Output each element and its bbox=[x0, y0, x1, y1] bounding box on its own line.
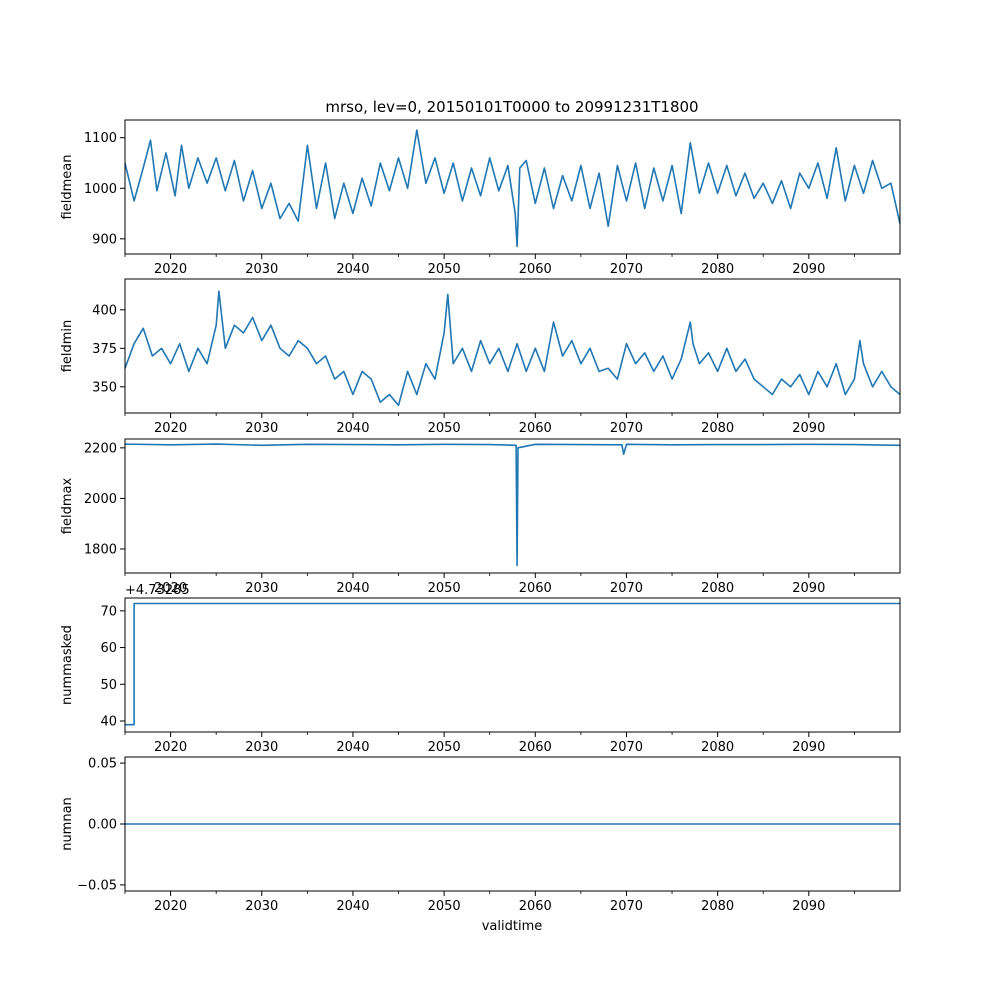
x-tick-label: 2080 bbox=[701, 421, 734, 436]
x-tick-label: 2090 bbox=[792, 262, 825, 277]
x-tick-label: 2040 bbox=[336, 581, 369, 596]
x-tick-label: 2090 bbox=[792, 740, 825, 755]
x-tick-label: 2070 bbox=[610, 581, 643, 596]
y-tick-label: 0.00 bbox=[88, 818, 117, 833]
y-tick-label: 375 bbox=[92, 342, 117, 357]
x-tick-label: 2090 bbox=[792, 899, 825, 914]
axes-frame-fieldmin bbox=[124, 278, 901, 414]
x-tick-label: 2050 bbox=[428, 262, 461, 277]
y-tick-label: −0.05 bbox=[77, 878, 117, 893]
x-tick-label: 2020 bbox=[154, 899, 187, 914]
y-axis-label-fieldmax: fieldmax bbox=[60, 478, 75, 535]
series-line-nummasked bbox=[125, 602, 900, 726]
axes-frame-fieldmean bbox=[124, 119, 901, 255]
x-tick-label: 2070 bbox=[610, 740, 643, 755]
y-axis-label-numnan: numnan bbox=[60, 797, 75, 851]
subplot-fieldmax: 2020 2030 2040 2050 2060 2070 2080 2090 1800 2000… bbox=[60, 438, 901, 596]
y-tick-label: 70 bbox=[100, 604, 117, 619]
x-tick-label: 2030 bbox=[245, 421, 278, 436]
y-tick-label: 60 bbox=[100, 641, 117, 656]
x-tick-label: 2070 bbox=[610, 421, 643, 436]
subplot-fieldmin: 2020 2030 2040 2050 2060 2070 2080 2090 350 375 40… bbox=[60, 278, 901, 436]
x-tick-label: 2060 bbox=[519, 421, 552, 436]
x-tick-label: 2040 bbox=[336, 740, 369, 755]
series-line-fieldmin bbox=[124, 290, 901, 407]
axes-frame-fieldmax bbox=[124, 438, 901, 574]
y-axis-label-nummasked: nummasked bbox=[60, 625, 75, 705]
y-tick-label: 40 bbox=[100, 714, 117, 729]
y-tick-label: 350 bbox=[92, 380, 117, 395]
series-line-fieldmax bbox=[124, 443, 901, 567]
subplot-fieldmean: 2020 2030 2040 2050 2060 2070 2080 2090 900 1000 1… bbox=[60, 119, 901, 277]
y-tick-label: 50 bbox=[100, 678, 117, 693]
x-tick-label: 2090 bbox=[792, 421, 825, 436]
x-tick-label: 2030 bbox=[245, 740, 278, 755]
x-tick-label: 2020 bbox=[154, 740, 187, 755]
x-tick-label: 2050 bbox=[428, 421, 461, 436]
x-tick-label: 2050 bbox=[428, 899, 461, 914]
x-tick-label: 2020 bbox=[154, 262, 187, 277]
x-axis-label: validtime bbox=[482, 919, 543, 934]
x-tick-label: 2090 bbox=[792, 581, 825, 596]
y-tick-label: 400 bbox=[92, 303, 117, 318]
x-tick-label: 2060 bbox=[519, 899, 552, 914]
x-tick-label: 2030 bbox=[245, 581, 278, 596]
x-tick-label: 2080 bbox=[701, 899, 734, 914]
x-tick-label: 2060 bbox=[519, 581, 552, 596]
subplot-numnan: 2020 2030 2040 2050 2060 2070 2080 2090 −0.05 0.0… bbox=[60, 756, 901, 914]
y-tick-label: 1000 bbox=[84, 182, 117, 197]
x-tick-label: 2050 bbox=[428, 581, 461, 596]
x-tick-label: 2080 bbox=[701, 262, 734, 277]
x-tick-label: 2020 bbox=[154, 581, 187, 596]
y-tick-label: 1100 bbox=[84, 131, 117, 146]
subplot-nummasked: 2020 2030 2040 2050 2060 2070 2080 2090 40 50 60 70… bbox=[60, 583, 901, 755]
x-tick-label: 2050 bbox=[428, 740, 461, 755]
y-tick-label: 1800 bbox=[84, 542, 117, 557]
x-tick-label: 2070 bbox=[610, 262, 643, 277]
x-tick-label: 2030 bbox=[245, 262, 278, 277]
x-tick-label: 2040 bbox=[336, 899, 369, 914]
offset-label: +4.73285 bbox=[125, 583, 190, 598]
x-tick-label: 2030 bbox=[245, 899, 278, 914]
chart-title: mrso, lev=0, 20150101T0000 to 20991231T1… bbox=[325, 98, 698, 116]
x-tick-label: 2070 bbox=[610, 899, 643, 914]
y-tick-label: 2200 bbox=[84, 441, 117, 456]
series-line-fieldmean bbox=[124, 129, 901, 248]
y-tick-label: 2000 bbox=[84, 492, 117, 507]
x-tick-label: 2040 bbox=[336, 421, 369, 436]
y-tick-label: 900 bbox=[92, 232, 117, 247]
x-tick-label: 2080 bbox=[701, 740, 734, 755]
y-axis-label-fieldmean: fieldmean bbox=[60, 155, 75, 220]
axes-frame-nummasked bbox=[124, 597, 901, 733]
subplots: 2020 2030 2040 2050 2060 2070 2080 2090 900 1000 1… bbox=[60, 119, 901, 914]
x-tick-label: 2080 bbox=[701, 581, 734, 596]
y-axis-label-fieldmin: fieldmin bbox=[60, 320, 75, 373]
x-tick-label: 2060 bbox=[519, 262, 552, 277]
y-tick-label: 0.05 bbox=[88, 757, 117, 772]
x-tick-label: 2040 bbox=[336, 262, 369, 277]
x-tick-label: 2020 bbox=[154, 421, 187, 436]
x-tick-label: 2060 bbox=[519, 740, 552, 755]
